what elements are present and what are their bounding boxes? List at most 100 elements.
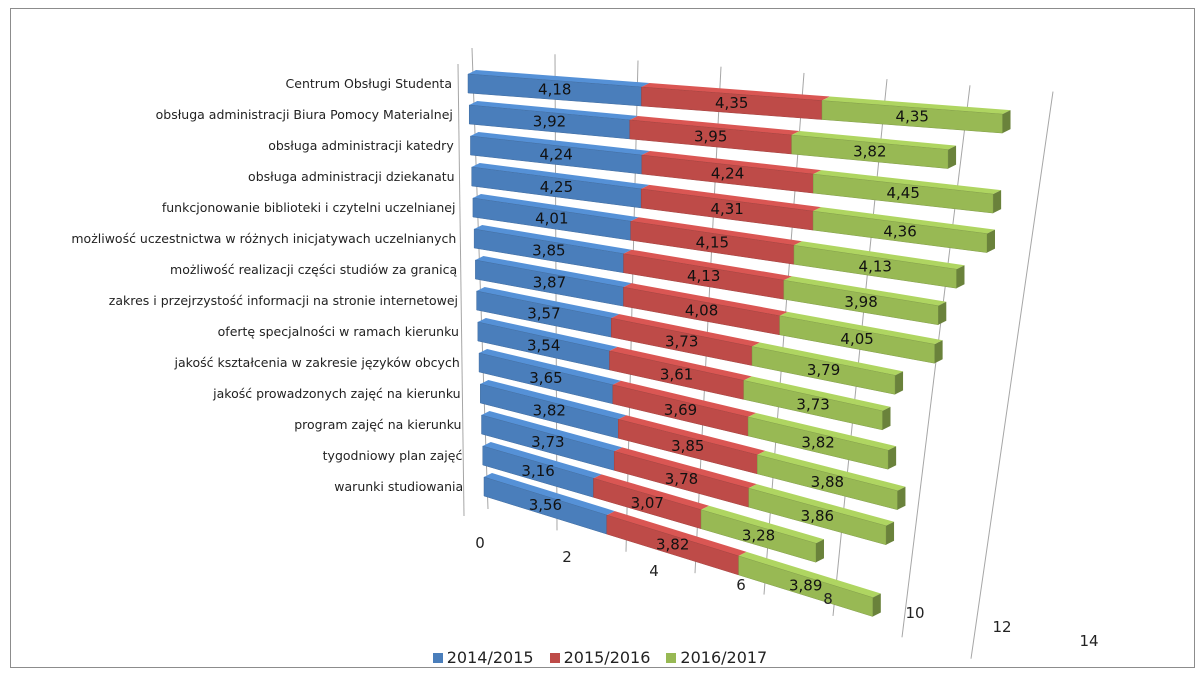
bar-segment-top	[471, 163, 650, 189]
data-label: 3,61	[660, 366, 693, 384]
bar-end-cap	[956, 265, 965, 289]
data-label: 3,86	[801, 507, 834, 525]
data-label: 3,87	[533, 274, 566, 292]
category-label: możliwość realizacji części studiów za g…	[170, 262, 457, 277]
gridline	[970, 91, 1054, 659]
bar-segment-top	[612, 380, 757, 417]
x-tick-label: 14	[1079, 632, 1098, 650]
bar-segment-top	[630, 217, 802, 246]
bar-segment-top	[791, 131, 957, 150]
legend-swatch	[666, 653, 677, 663]
bar-end-cap	[897, 486, 906, 510]
legend-label: 2014/2015	[446, 648, 534, 667]
data-label: 4,24	[711, 165, 744, 183]
category-label: warunki studiowania	[334, 479, 463, 494]
bar-segment-top	[469, 101, 638, 120]
legend-swatch	[549, 653, 560, 663]
bar-segment-top	[479, 349, 621, 385]
bar-segment-top	[629, 115, 800, 136]
category-label: program zajęć na kierunku	[294, 417, 461, 432]
bar-segment-top	[614, 447, 757, 489]
data-label: 3,65	[529, 369, 562, 387]
bar-segment-top	[474, 225, 632, 254]
bar-segment-top	[609, 346, 752, 381]
bar-end-cap	[886, 521, 895, 545]
data-label: 3,07	[631, 494, 664, 512]
bar-segment-top	[743, 376, 891, 411]
bar-end-cap	[938, 301, 947, 325]
bar-segment-top	[606, 511, 747, 556]
bar-segment-top	[641, 184, 822, 212]
bar-segment-top	[813, 207, 996, 234]
category-label: tygodniowy plan zajęć	[323, 448, 463, 463]
bar-end-cap	[1002, 110, 1011, 134]
bar-end-cap	[948, 145, 957, 169]
data-label: 3,88	[811, 473, 844, 491]
data-label: 4,45	[886, 184, 919, 202]
category-label: obsługa administracji dziekanatu	[248, 169, 455, 184]
data-label: 3,16	[521, 462, 554, 480]
bar-end-cap	[872, 593, 881, 617]
x-tick-label: 2	[562, 548, 572, 566]
bar-segment-top	[783, 276, 947, 306]
legend-item: 2014/2015	[432, 648, 534, 667]
data-label: 3,98	[844, 293, 877, 311]
category-label: możliwość uczestnictwa w różnych inicjat…	[71, 231, 456, 246]
bar-segment-top	[593, 474, 710, 510]
bar-segment-top	[618, 415, 766, 455]
bar-segment-top	[611, 314, 761, 347]
legend: 2014/2015 2015/2016 2016/2017	[0, 648, 1200, 667]
data-label: 3,69	[664, 401, 697, 419]
bar-segment-top	[623, 249, 792, 281]
data-label: 4,35	[896, 107, 929, 125]
data-label: 3,78	[665, 470, 698, 488]
bar-segment-top	[793, 241, 965, 270]
x-tick-label: 6	[736, 576, 746, 594]
data-label: 3,73	[531, 433, 564, 451]
bar-segment-top	[641, 151, 822, 175]
bar-end-cap	[987, 229, 996, 253]
data-label: 4,24	[539, 146, 572, 164]
data-label: 4,35	[715, 94, 748, 112]
data-label: 3,89	[789, 577, 822, 595]
legend-label: 2015/2016	[563, 648, 651, 667]
data-label: 4,15	[696, 233, 729, 251]
bar-segment-top	[752, 342, 904, 376]
bar-segment-top	[475, 256, 632, 288]
data-label: 4,13	[859, 257, 892, 275]
chart-frame	[10, 8, 1195, 668]
bar-segment-top	[623, 283, 788, 316]
data-label: 4,36	[883, 222, 916, 240]
category-label: Centrum Obsługi Studenta	[286, 76, 452, 91]
bar-end-cap	[895, 371, 904, 395]
category-label: jakość kształcenia w zakresie języków ob…	[174, 355, 460, 370]
bar-segment-top	[748, 412, 897, 451]
x-tick-label: 8	[823, 590, 833, 608]
data-label: 3,73	[665, 332, 698, 350]
bar-segment-top	[641, 83, 830, 101]
bar-segment-top	[757, 450, 906, 491]
x-tick-label: 4	[649, 562, 659, 580]
category-label: jakość prowadzonych zajęć na kierunku	[212, 386, 460, 401]
data-label: 4,25	[540, 178, 573, 196]
category-label: funkcjonowanie biblioteki i czytelni ucz…	[162, 200, 456, 215]
category-label: obsługa administracji Biura Pomocy Mater…	[156, 107, 453, 122]
bar-segment-top	[484, 473, 615, 516]
legend-item: 2015/2016	[549, 648, 651, 667]
data-label: 3,85	[532, 241, 565, 259]
bar-end-cap	[934, 340, 943, 364]
data-label: 3,92	[533, 112, 566, 130]
data-label: 3,82	[801, 434, 834, 452]
bar-segment-top	[472, 194, 639, 222]
bar-segment-top	[481, 411, 623, 452]
data-label: 3,95	[694, 127, 727, 145]
bar-segment-top	[821, 96, 1011, 115]
x-tick-label: 0	[475, 534, 485, 552]
data-label: 4,31	[710, 200, 743, 218]
bar-end-cap	[815, 539, 824, 563]
data-label: 3,82	[656, 536, 689, 554]
bar-segment-top	[748, 484, 895, 526]
bar-segment-top	[477, 318, 618, 351]
